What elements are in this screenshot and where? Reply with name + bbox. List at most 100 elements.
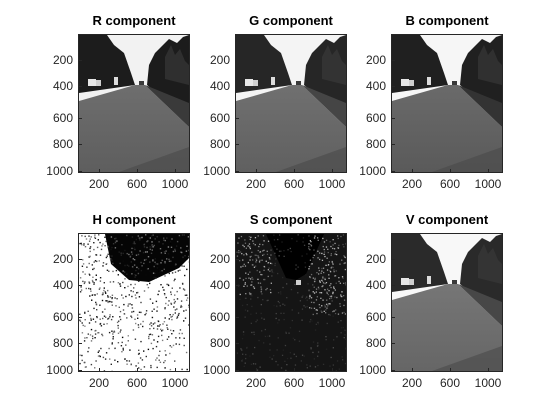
y-tick-mark	[392, 171, 395, 172]
y-tick-label: 800	[209, 336, 230, 350]
y-tick-label: 400	[365, 79, 386, 93]
x-tick-mark	[294, 169, 295, 172]
x-tick-label: 200	[401, 376, 423, 390]
y-tick-mark	[79, 343, 82, 344]
y-tick-mark	[236, 144, 239, 145]
x-tick-label: 600	[283, 177, 305, 191]
y-tick-label: 400	[209, 79, 230, 93]
y-tick-label: 600	[52, 310, 73, 324]
image-s-component	[235, 233, 347, 372]
y-tick-label: 800	[365, 336, 386, 350]
x-tick-mark	[332, 169, 333, 172]
x-tick-mark	[332, 368, 333, 371]
y-tick-mark	[392, 370, 395, 371]
y-tick-label: 200	[52, 252, 73, 266]
y-tick-mark	[236, 118, 239, 119]
y-tick-mark	[392, 259, 395, 260]
y-tick-mark	[79, 317, 82, 318]
x-tick-label: 200	[88, 376, 110, 390]
x-tick-mark	[412, 169, 413, 172]
y-tick-label: 200	[365, 53, 386, 67]
panel-title-s: S component	[249, 212, 333, 227]
y-tick-label: 800	[52, 137, 73, 151]
x-tick-mark	[175, 169, 176, 172]
y-tick-label: 200	[52, 53, 73, 67]
y-tick-label: 600	[52, 111, 73, 125]
panel-title-g: G component	[249, 13, 333, 28]
x-tick-mark	[450, 368, 451, 371]
y-tick-mark	[392, 86, 395, 87]
y-tick-mark	[392, 285, 395, 286]
y-tick-mark	[236, 285, 239, 286]
x-tick-label: 600	[283, 376, 305, 390]
x-tick-mark	[99, 169, 100, 172]
x-tick-mark	[412, 368, 413, 371]
y-tick-mark	[236, 370, 239, 371]
x-tick-label: 1000	[318, 177, 346, 191]
y-tick-mark	[79, 60, 82, 61]
y-tick-label: 600	[365, 111, 386, 125]
y-tick-mark	[79, 171, 82, 172]
y-tick-mark	[392, 343, 395, 344]
x-tick-label: 200	[245, 177, 267, 191]
panel-title-h: H component	[92, 212, 176, 227]
image-g-component	[235, 34, 347, 173]
y-tick-label: 400	[52, 278, 73, 292]
y-tick-mark	[392, 144, 395, 145]
y-tick-mark	[79, 118, 82, 119]
y-tick-label: 1000	[359, 164, 386, 178]
x-tick-label: 600	[126, 376, 148, 390]
x-tick-mark	[137, 368, 138, 371]
y-tick-label: 400	[52, 79, 73, 93]
y-tick-mark	[236, 259, 239, 260]
image-b-component	[391, 34, 503, 173]
y-tick-label: 400	[209, 278, 230, 292]
y-tick-label: 600	[365, 310, 386, 324]
x-tick-label: 200	[245, 376, 267, 390]
y-tick-label: 200	[365, 252, 386, 266]
x-tick-mark	[488, 368, 489, 371]
x-tick-label: 600	[439, 177, 461, 191]
y-tick-label: 200	[209, 53, 230, 67]
y-tick-mark	[79, 259, 82, 260]
y-tick-mark	[79, 285, 82, 286]
x-tick-mark	[137, 169, 138, 172]
y-tick-mark	[392, 317, 395, 318]
panel-title-b: B component	[405, 13, 489, 28]
y-tick-mark	[236, 86, 239, 87]
x-tick-label: 1000	[161, 376, 189, 390]
y-tick-mark	[236, 317, 239, 318]
x-tick-label: 200	[88, 177, 110, 191]
y-tick-label: 1000	[46, 363, 73, 377]
image-h-component	[78, 233, 190, 372]
y-tick-mark	[392, 60, 395, 61]
y-tick-mark	[79, 144, 82, 145]
y-tick-mark	[392, 118, 395, 119]
x-tick-mark	[256, 169, 257, 172]
y-tick-label: 800	[52, 336, 73, 350]
y-tick-mark	[79, 370, 82, 371]
y-tick-mark	[236, 171, 239, 172]
y-tick-label: 800	[209, 137, 230, 151]
y-tick-label: 1000	[359, 363, 386, 377]
panel-title-v: V component	[405, 212, 489, 227]
image-r-component	[78, 34, 190, 173]
image-v-component	[391, 233, 503, 372]
x-tick-label: 1000	[161, 177, 189, 191]
y-tick-label: 600	[209, 310, 230, 324]
y-tick-label: 400	[365, 278, 386, 292]
x-tick-label: 600	[126, 177, 148, 191]
y-tick-label: 1000	[203, 363, 230, 377]
x-tick-mark	[256, 368, 257, 371]
x-tick-label: 1000	[474, 376, 502, 390]
y-tick-mark	[236, 60, 239, 61]
y-tick-label: 200	[209, 252, 230, 266]
y-tick-mark	[236, 343, 239, 344]
y-tick-mark	[79, 86, 82, 87]
y-tick-label: 600	[209, 111, 230, 125]
x-tick-mark	[450, 169, 451, 172]
x-tick-label: 1000	[318, 376, 346, 390]
x-tick-label: 200	[401, 177, 423, 191]
y-tick-label: 800	[365, 137, 386, 151]
x-tick-mark	[488, 169, 489, 172]
